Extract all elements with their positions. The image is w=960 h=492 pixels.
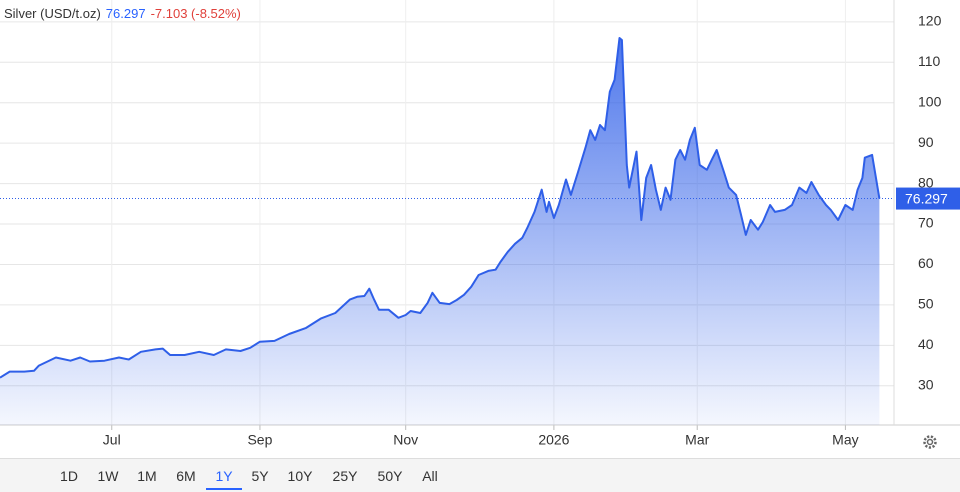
y-tick-label: 50 xyxy=(918,296,934,312)
instrument-title: Silver (USD/t.oz) xyxy=(4,6,101,21)
last-price-label: 76.297 xyxy=(905,190,948,206)
area-fill xyxy=(0,38,880,425)
y-tick-label: 100 xyxy=(918,93,942,109)
y-tick-label: 80 xyxy=(918,174,934,190)
range-button[interactable]: 1W xyxy=(97,468,119,484)
range-button[interactable]: 10Y xyxy=(287,468,313,484)
x-tick-label: 2026 xyxy=(538,432,569,448)
x-tick-label: Nov xyxy=(393,432,418,448)
range-button[interactable]: All xyxy=(422,468,438,484)
range-button[interactable]: 6M xyxy=(176,468,196,484)
y-tick-label: 60 xyxy=(918,255,934,271)
header: Silver (USD/t.oz) 76.297 -7.103 (-8.52%) xyxy=(4,6,246,21)
y-tick-label: 30 xyxy=(918,376,934,392)
y-tick-label: 40 xyxy=(918,336,934,352)
range-button[interactable]: 5Y xyxy=(251,468,269,484)
y-tick-label: 110 xyxy=(918,53,941,69)
price-change: -7.103 (-8.52%) xyxy=(150,6,241,21)
chart: 30 40 50 60 70 80 90 100 110 120 Jul Sep Nov 2026 Mar M… xyxy=(0,0,960,449)
range-button[interactable]: 1D xyxy=(60,468,78,484)
range-toolbar: 1D 1W 1M 6M 1Y 5Y 10Y 25Y 50Y All xyxy=(0,458,960,492)
y-tick-label: 120 xyxy=(918,13,942,29)
last-price-tag xyxy=(896,187,960,210)
range-button[interactable]: 50Y xyxy=(377,468,403,484)
range-button[interactable]: 25Y xyxy=(332,468,358,484)
x-tick-label: Mar xyxy=(685,432,709,448)
x-tick-label: Jul xyxy=(103,432,121,448)
x-tick-label: May xyxy=(832,432,858,448)
y-tick-label: 90 xyxy=(918,134,934,150)
range-button[interactable]: 1Y xyxy=(206,468,242,490)
price-line xyxy=(0,37,881,379)
last-price: 76.297 xyxy=(105,6,146,21)
settings-button[interactable] xyxy=(923,435,937,449)
x-tick-label: Sep xyxy=(247,432,272,448)
y-tick-label: 70 xyxy=(918,215,934,231)
range-button[interactable]: 1M xyxy=(137,468,157,484)
